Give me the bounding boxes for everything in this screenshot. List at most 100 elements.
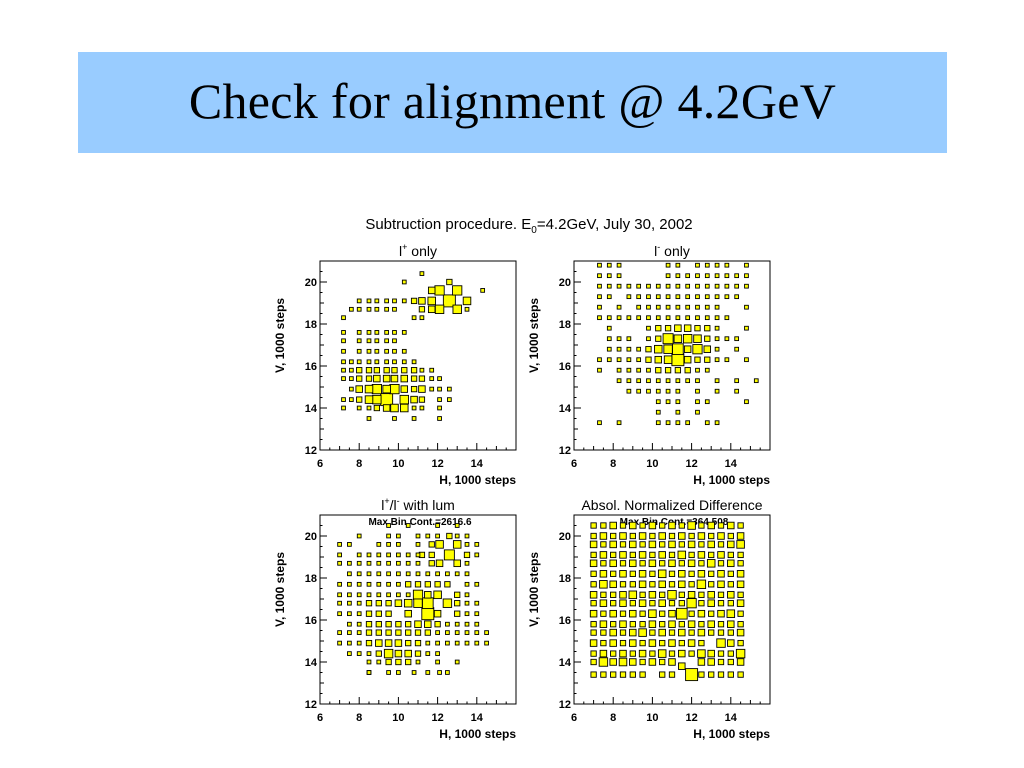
bin-box — [668, 551, 676, 559]
bin-box — [707, 540, 715, 549]
bin-box — [427, 296, 436, 306]
bin-box — [396, 592, 401, 598]
bin-box — [366, 552, 372, 558]
bin-box — [445, 571, 450, 577]
bin-box — [386, 523, 391, 528]
bin-box — [435, 571, 440, 577]
bin-box — [437, 376, 442, 381]
bin-box — [415, 552, 421, 558]
bin-box — [659, 560, 666, 567]
bin-box — [698, 560, 705, 567]
bin-box — [678, 541, 685, 548]
y-tick-label: 14 — [559, 657, 572, 669]
bin-box — [384, 338, 389, 344]
bin-box — [390, 374, 399, 383]
bin-box — [744, 325, 749, 331]
bin-box — [659, 671, 666, 678]
bin-box — [687, 591, 696, 599]
bin-box — [685, 420, 691, 426]
bin-box — [697, 649, 706, 658]
bin-box — [414, 629, 422, 636]
bin-box — [606, 283, 612, 289]
bin-box — [619, 620, 627, 628]
bin-box — [734, 283, 740, 289]
bin-box — [464, 611, 470, 617]
bin-box — [598, 657, 609, 667]
bin-box — [706, 559, 716, 568]
x-tick-label: 6 — [571, 458, 577, 470]
bin-box — [685, 273, 691, 279]
bin-box — [610, 551, 617, 559]
bin-box — [610, 532, 617, 540]
bin-box — [366, 651, 372, 656]
bin-box — [698, 639, 705, 647]
bin-box — [419, 315, 425, 321]
bin-box — [609, 521, 617, 530]
bin-box — [610, 591, 617, 598]
x-tick-label: 6 — [571, 712, 577, 724]
bin-box — [384, 639, 393, 647]
bin-box — [697, 658, 706, 666]
bin-box — [356, 621, 362, 627]
bin-box — [474, 542, 480, 547]
bin-box — [665, 283, 671, 289]
bin-box — [454, 571, 460, 577]
panel-title: l+ only — [399, 242, 437, 259]
bin-box — [386, 542, 391, 547]
bin-box — [649, 551, 656, 559]
bin-box — [616, 420, 622, 426]
bin-box — [688, 570, 695, 577]
bin-box — [609, 580, 617, 589]
bin-box — [724, 273, 730, 279]
bin-box — [708, 671, 715, 678]
bin-box — [697, 570, 706, 578]
bin-box — [355, 385, 363, 393]
x-axis-label: H, 1000 steps — [439, 727, 516, 741]
bin-box — [411, 416, 417, 421]
bin-box — [646, 294, 651, 300]
bin-box — [714, 325, 720, 331]
bin-box — [356, 600, 362, 606]
x-axis-label: H, 1000 steps — [693, 473, 770, 487]
bin-box — [434, 621, 441, 628]
bin-box — [435, 523, 440, 528]
bin-box — [629, 658, 637, 666]
bin-box — [724, 315, 730, 321]
y-tick-label: 12 — [305, 699, 317, 711]
bin-box — [396, 581, 401, 587]
bin-box — [464, 560, 470, 566]
bin-box — [356, 611, 362, 617]
bin-box — [695, 409, 700, 415]
bin-box — [384, 330, 389, 335]
x-tick-label: 14 — [725, 458, 738, 470]
bin-box — [665, 273, 671, 279]
bin-box — [599, 649, 608, 658]
bin-box — [629, 650, 636, 657]
bin-box — [704, 294, 710, 300]
bin-box — [619, 560, 627, 567]
bin-box — [688, 610, 695, 617]
bin-box — [418, 385, 426, 393]
bin-box — [373, 374, 381, 383]
bin-box — [349, 386, 354, 392]
bin-box — [616, 378, 622, 384]
y-tick-label: 12 — [305, 445, 317, 457]
bin-box — [365, 600, 373, 607]
bin-box — [356, 348, 362, 354]
bin-box — [727, 639, 735, 647]
bin-box — [384, 359, 389, 365]
bin-box — [636, 283, 642, 289]
bin-box — [413, 598, 423, 608]
bin-box — [392, 416, 397, 421]
bin-box — [435, 630, 440, 635]
bin-box — [405, 629, 412, 636]
bin-box — [655, 325, 662, 332]
bin-box — [425, 640, 431, 646]
bin-box — [685, 294, 691, 300]
bin-box — [375, 639, 383, 647]
bin-box — [737, 610, 744, 617]
bin-box — [484, 630, 489, 635]
y-tick-label: 20 — [305, 277, 317, 289]
bin-box — [464, 571, 470, 577]
bin-box — [374, 330, 380, 335]
